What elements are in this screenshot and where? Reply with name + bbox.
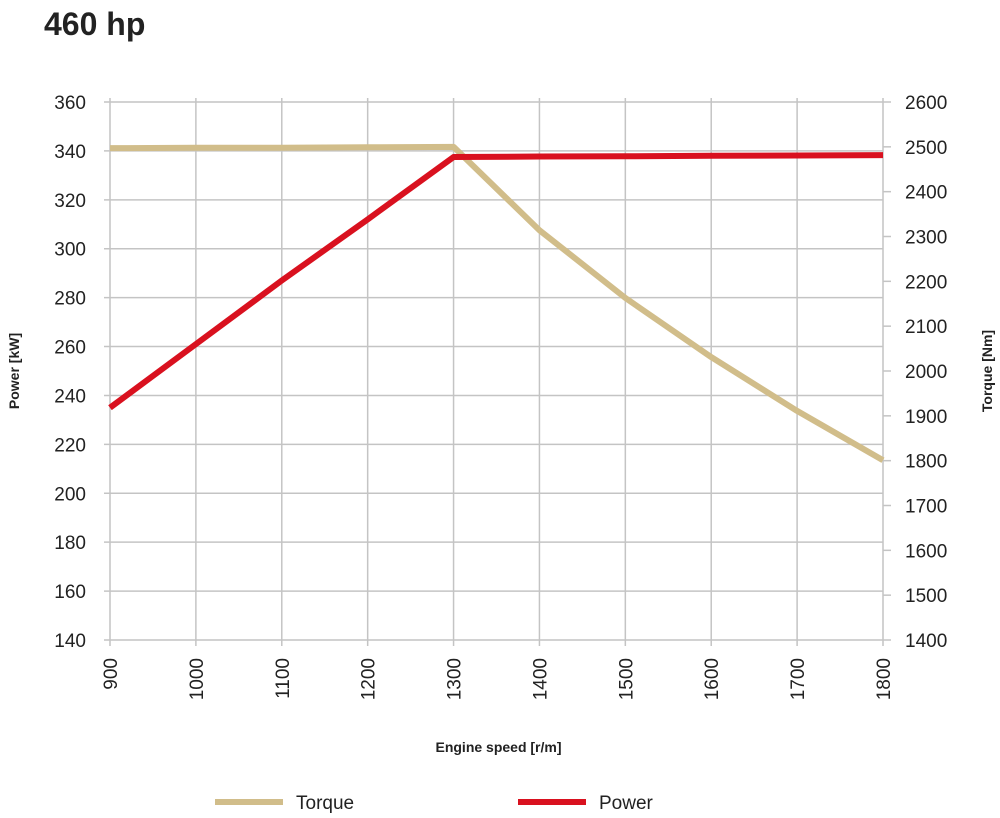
y-tick-label-right: 1500 bbox=[905, 586, 947, 607]
x-tick-label: 1600 bbox=[702, 658, 723, 700]
y-tick-label-right: 2500 bbox=[905, 138, 947, 159]
y-tick-label-left: 200 bbox=[54, 484, 86, 505]
x-tick-label: 1500 bbox=[616, 658, 637, 700]
y-tick-label-left: 300 bbox=[54, 240, 86, 261]
y-axis-label-right: Torque [Nm] bbox=[979, 330, 995, 412]
legend-label-power: Power bbox=[599, 793, 654, 814]
y-tick-label-right: 2600 bbox=[905, 93, 947, 114]
y-tick-label-left: 180 bbox=[54, 533, 86, 554]
x-tick-label: 1200 bbox=[359, 658, 380, 700]
y-tick-label-right: 1800 bbox=[905, 452, 947, 473]
y-tick-label-right: 1400 bbox=[905, 631, 947, 652]
y-tick-label-right: 2400 bbox=[905, 183, 947, 204]
x-tick-label: 1100 bbox=[273, 658, 294, 699]
y-tick-label-left: 140 bbox=[54, 631, 86, 652]
x-tick-label: 1400 bbox=[530, 658, 551, 700]
y-tick-label-left: 360 bbox=[54, 93, 86, 114]
y-tick-label-left: 340 bbox=[54, 142, 86, 163]
legend-label-torque: Torque bbox=[296, 793, 354, 814]
x-tick-label: 1300 bbox=[445, 658, 466, 700]
chart-title: 460 hp bbox=[44, 6, 146, 42]
x-tick-label: 1800 bbox=[874, 658, 895, 700]
x-tick-label: 1700 bbox=[788, 658, 809, 700]
y-tick-label-left: 220 bbox=[54, 435, 86, 456]
y-tick-label-left: 260 bbox=[54, 338, 86, 359]
x-axis-label: Engine speed [r/m] bbox=[435, 739, 561, 755]
y-tick-label-right: 2300 bbox=[905, 228, 947, 249]
y-tick-label-left: 240 bbox=[54, 386, 86, 407]
y-tick-label-left: 320 bbox=[54, 191, 86, 212]
y-tick-label-right: 2200 bbox=[905, 272, 947, 293]
y-tick-label-right: 1900 bbox=[905, 407, 947, 428]
y-tick-label-right: 1600 bbox=[905, 541, 947, 562]
y-tick-label-right: 2100 bbox=[905, 317, 947, 338]
y-tick-label-left: 280 bbox=[54, 289, 86, 310]
y-tick-label-right: 1700 bbox=[905, 497, 947, 518]
y-tick-label-right: 2000 bbox=[905, 362, 947, 383]
x-tick-label: 900 bbox=[101, 658, 122, 690]
series-line-power bbox=[108, 152, 884, 411]
y-axis-label-left: Power [kW] bbox=[6, 333, 22, 409]
series-line-torque bbox=[109, 143, 885, 463]
x-tick-label: 1000 bbox=[187, 658, 208, 700]
y-tick-label-left: 160 bbox=[54, 582, 86, 603]
